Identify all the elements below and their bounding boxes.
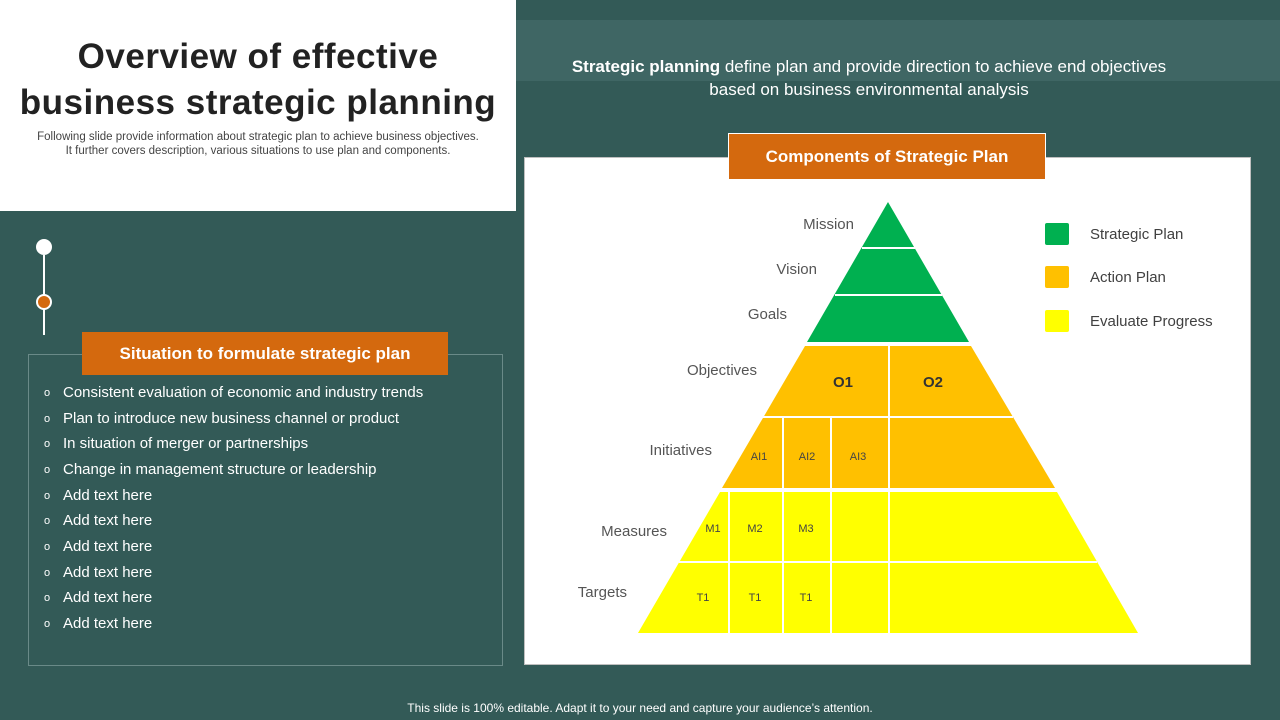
bullet-circle-icon: o [44, 618, 51, 631]
cell-target-2: T1 [749, 592, 762, 604]
cell-objective-2: O2 [923, 374, 943, 391]
list-item: o Add text here [44, 611, 423, 637]
legend-swatch [1045, 223, 1069, 245]
list-item: o Add text here [44, 483, 423, 509]
bullet-circle-icon: o [44, 463, 51, 476]
list-item-text: Add text here [63, 563, 153, 581]
level-label-measures: Measures [601, 523, 667, 540]
level-label-mission: Mission [803, 216, 854, 233]
list-item-text: Add text here [63, 512, 153, 530]
list-item-text: Change in management structure or leader… [63, 460, 377, 478]
components-header: Components of Strategic Plan [728, 133, 1046, 180]
subtitle-line-2: It further covers description, various s… [65, 145, 451, 157]
cell-initiative-2: AI2 [799, 451, 816, 463]
bullet-circle-icon: o [44, 412, 51, 425]
level-label-goals: Goals [748, 306, 787, 323]
pyramid-tier-strategic-plan [807, 202, 969, 342]
description-band [516, 20, 1280, 81]
list-item-text: Add text here [63, 537, 153, 555]
bullet-circle-icon: o [44, 592, 51, 605]
list-item-text: Add text here [63, 589, 153, 607]
list-item: o Change in management structure or leade… [44, 457, 423, 483]
bullet-circle-icon: o [44, 489, 51, 502]
list-item: o Plan to introduce new business channel … [44, 406, 423, 432]
strategic-planning-description: Strategic planning define plan and provi… [540, 55, 1198, 101]
timeline-dot-orange [36, 294, 52, 310]
description-line-2: based on business environmental analysis [709, 80, 1029, 99]
list-item-text: Add text here [63, 486, 153, 504]
legend-swatch [1045, 310, 1069, 332]
cell-objective-1: O1 [833, 374, 853, 391]
level-label-initiatives: Initiatives [649, 442, 712, 459]
description-bold: Strategic planning [571, 57, 721, 76]
cell-measure-2: M2 [747, 523, 762, 535]
legend-item-action-plan: Action Plan [1045, 266, 1166, 288]
list-item: o In situation of merger or partnerships [44, 431, 423, 457]
page-title: Overview of effective business strategic… [19, 37, 497, 122]
footer-note: This slide is 100% editable. Adapt it to… [407, 701, 873, 715]
description-rest: define plan and provide direction to ach… [720, 57, 1167, 76]
legend-swatch [1045, 266, 1069, 288]
list-item: o Add text here [44, 508, 423, 534]
bullet-circle-icon: o [44, 540, 51, 553]
cell-target-3: T1 [800, 592, 813, 604]
list-item-text: Consistent evaluation of economic and in… [63, 383, 424, 401]
list-item: o Add text here [44, 534, 423, 560]
bullet-circle-icon: o [44, 386, 51, 399]
cell-target-1: T1 [697, 592, 710, 604]
timeline-dot-white [36, 239, 52, 255]
bullet-circle-icon: o [44, 566, 51, 579]
cell-measure-3: M3 [798, 523, 813, 535]
legend-label: Action Plan [1090, 268, 1166, 286]
legend-label: Strategic Plan [1090, 225, 1184, 243]
cell-measure-1: M1 [705, 523, 720, 535]
list-item-text: In situation of merger or partnerships [63, 435, 309, 453]
list-item-text: Plan to introduce new business channel o… [63, 409, 400, 427]
situation-list: o Consistent evaluation of economic and i… [44, 380, 423, 637]
cell-initiative-3: AI3 [850, 451, 867, 463]
legend-item-evaluate-progress: Evaluate Progress [1045, 310, 1213, 332]
level-label-objectives: Objectives [687, 362, 757, 379]
legend-label: Evaluate Progress [1090, 312, 1213, 330]
level-label-vision: Vision [776, 261, 817, 278]
subtitle-line-1: Following slide provide information abou… [37, 131, 479, 143]
bullet-circle-icon: o [44, 438, 51, 451]
cell-initiative-1: AI1 [751, 451, 768, 463]
title-panel: Overview of effective business strategic… [0, 0, 516, 211]
list-item-text: Add text here [63, 615, 153, 633]
list-item: o Add text here [44, 560, 423, 586]
list-item: o Consistent evaluation of economic and i… [44, 380, 423, 406]
situation-header: Situation to formulate strategic plan [82, 332, 448, 375]
legend-item-strategic-plan: Strategic Plan [1045, 223, 1183, 245]
page-subtitle: Following slide provide information abou… [10, 130, 506, 158]
level-label-targets: Targets [578, 584, 627, 601]
list-item: o Add text here [44, 586, 423, 612]
bullet-circle-icon: o [44, 515, 51, 528]
